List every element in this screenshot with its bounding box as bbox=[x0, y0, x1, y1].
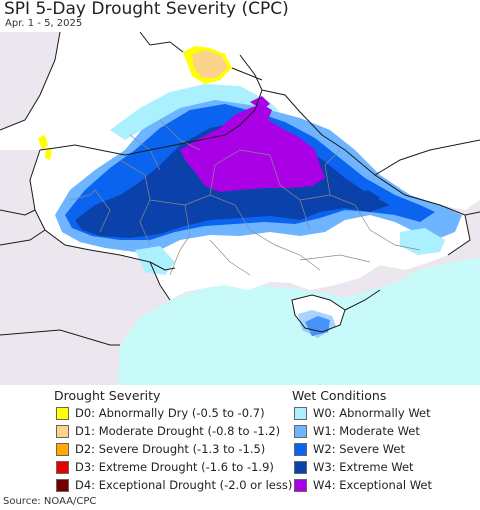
source-credit: Source: NOAA/CPC bbox=[3, 496, 97, 507]
country-borders bbox=[0, 31, 480, 346]
black-sea bbox=[118, 258, 480, 385]
legend-swatch-w2 bbox=[294, 443, 307, 456]
map-title: SPI 5-Day Drought Severity (CPC) bbox=[4, 0, 289, 19]
legend-swatch-w0 bbox=[294, 407, 307, 420]
oblast-borders bbox=[69, 119, 421, 276]
north-land bbox=[0, 32, 480, 210]
legend-label-w4: W4: Exceptional Wet bbox=[313, 478, 432, 492]
legend-swatch-d2 bbox=[56, 443, 69, 456]
legend-label-w1: W1: Moderate Wet bbox=[313, 424, 420, 438]
north-west-outside bbox=[0, 32, 60, 130]
wet-w4-region bbox=[180, 104, 325, 192]
legend-swatch-w3 bbox=[294, 461, 307, 474]
legend-swatch-w1 bbox=[294, 425, 307, 438]
drought-map bbox=[0, 0, 480, 385]
legend-swatch-d3 bbox=[56, 461, 69, 474]
wet-w4-north-blob bbox=[250, 96, 270, 110]
drought-legend-title: Drought Severity bbox=[54, 388, 161, 403]
legend-label-w3: W3: Extreme Wet bbox=[313, 460, 414, 474]
wet-w3-east-blob bbox=[352, 190, 380, 206]
wet-w0-south bbox=[135, 246, 175, 275]
wet-legend-title: Wet Conditions bbox=[292, 388, 387, 403]
header: SPI 5-Day Drought Severity (CPC) Apr. 1 … bbox=[0, 0, 480, 32]
legend-swatch-d1 bbox=[56, 425, 69, 438]
legend-label-w2: W2: Severe Wet bbox=[313, 442, 405, 456]
legend-label-d4: D4: Exceptional Drought (-2.0 or less) bbox=[75, 478, 293, 492]
legend: Drought Severity Wet Conditions D0: Abno… bbox=[0, 385, 480, 495]
dry-d0-west bbox=[38, 135, 48, 150]
legend-swatch-d0 bbox=[56, 407, 69, 420]
legend-label-d3: D3: Extreme Drought (-1.6 to -1.9) bbox=[75, 460, 274, 474]
legend-label-w0: W0: Abnormally Wet bbox=[313, 406, 431, 420]
legend-label-d1: D1: Moderate Drought (-0.8 to -1.2) bbox=[75, 424, 281, 438]
legend-swatch-w4 bbox=[294, 479, 307, 492]
wet-w1-crimea bbox=[298, 310, 336, 338]
legend-label-d2: D2: Severe Drought (-1.3 to -1.5) bbox=[75, 442, 266, 456]
dry-d0-west-2 bbox=[45, 148, 52, 160]
legend-swatch-d4 bbox=[56, 479, 69, 492]
map-subtitle: Apr. 1 - 5, 2025 bbox=[5, 18, 83, 29]
legend-label-d0: D0: Abnormally Dry (-0.5 to -0.7) bbox=[75, 406, 265, 420]
dry-d1-north bbox=[192, 50, 228, 78]
wet-w0-north bbox=[110, 84, 280, 140]
